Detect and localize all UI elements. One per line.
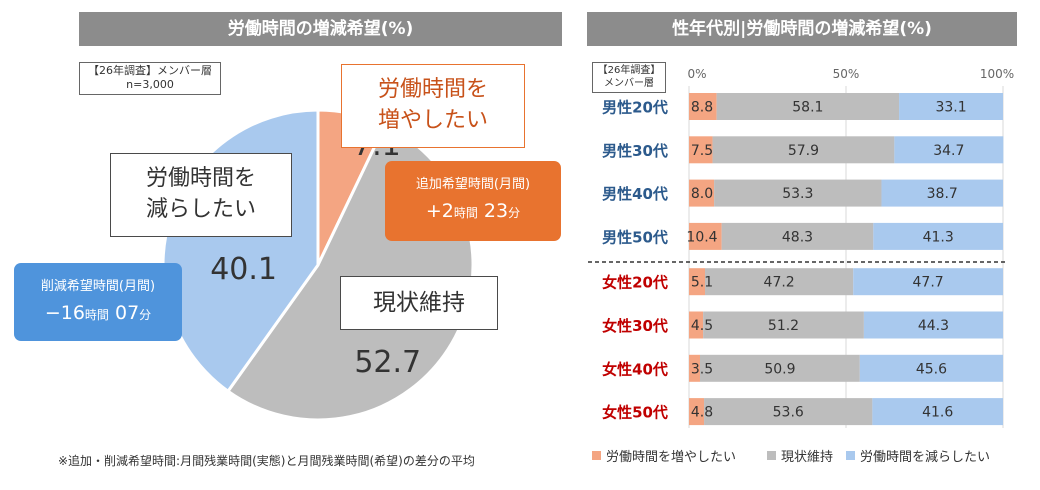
bar-segment-increase [689,354,700,382]
callout-increase-line1: 労働時間を [377,77,488,102]
pie-label-decrease: 40.1 [210,252,277,287]
bar-segment-increase [689,222,722,250]
bar-value-label: 47.7 [913,275,944,291]
bar-survey-label-line1: 【26年調査】 [597,65,661,76]
bar-value-label: 48.3 [782,229,813,245]
category-label: 女性40代 [602,360,668,378]
legend-item-increase: 労働時間を増やしたい [592,446,736,465]
bar-segment-decrease [894,136,1004,164]
bar-segment-decrease [853,268,1003,296]
callout-increase-line2: 増やしたい [377,108,488,133]
callout-increase: 労働時間を 増やしたい [341,64,525,148]
legend-swatch-increase [592,451,601,460]
bar-value-label: 53.6 [773,405,804,421]
bar-survey-label: 【26年調査】 メンバー層 [592,62,666,93]
legend-label-decrease: 労働時間を減らしたい [860,450,991,465]
bar-value-label: 58.1 [792,100,823,116]
category-label: 女性50代 [602,404,668,422]
bar-value-label: 44.3 [918,318,949,334]
bar-segment-increase [689,311,704,339]
bar-value-label: 41.3 [923,229,954,245]
survey-label-line2: n=3,000 [126,78,174,91]
additional-hours-bubble: 追加希望時間(月間) +2時間 23分 [385,161,561,241]
bar-value-label: 38.7 [927,186,958,202]
x-tick-label: 50% [833,67,860,81]
bar-segment-increase [689,93,717,120]
survey-label: 【26年調査】メンバー層 n=3,000 [79,62,221,95]
bar-value-label: 8.0 [691,186,713,202]
bar-value-label: 8.8 [691,100,713,116]
bar-segment-decrease [881,179,1003,207]
bar-segment-maintain [716,93,900,120]
legend-label-maintain: 現状維持 [781,450,834,465]
bar-value-label: 10.4 [686,229,717,245]
bar-value-label: 33.1 [935,100,966,116]
pie-label-maintain: 52.7 [354,345,421,380]
category-label: 男性30代 [602,142,668,160]
bar-value-label: 34.7 [933,143,964,159]
additional-hours-title: 追加希望時間(月間) [415,177,531,192]
reduction-hours-title: 削減希望時間(月間) [40,279,156,294]
bar-segment-increase [689,179,715,207]
legend-swatch-maintain [767,451,776,460]
callout-maintain: 現状維持 [340,276,498,330]
bar-value-label: 5.1 [691,275,713,291]
bar-segment-decrease [873,222,1003,250]
bar-segment-maintain [714,179,882,207]
bar-segment-maintain [705,268,854,296]
bar-segment-maintain [704,398,873,426]
bar-value-label: 53.3 [782,186,813,202]
pie-chart-title: 労働時間の増減希望(%) [79,12,562,46]
reduction-hours-value: −16時間 07分 [44,302,152,324]
footnote: ※追加・削減希望時間:月間残業時間(実態)と月間残業時間(希望)の差分の平均 [58,454,475,468]
reduction-hours-bubble: 削減希望時間(月間) −16時間 07分 [14,263,182,341]
survey-label-line1: 【26年調査】メンバー層 [88,64,212,77]
bar-segment-decrease [899,93,1003,120]
callout-decrease: 労働時間を 減らしたい [110,153,292,237]
legend-item-decrease: 労働時間を減らしたい [846,446,990,465]
bar-value-label: 7.5 [691,143,713,159]
bar-value-label: 47.2 [764,275,795,291]
bar-chart-title: 性年代別|労働時間の増減希望(%) [587,12,1017,46]
category-label: 男性50代 [602,228,668,246]
bar-segment-decrease [872,398,1003,426]
legend-swatch-decrease [846,451,855,460]
legend-item-maintain: 現状維持 [767,446,833,465]
bar-segment-decrease [859,354,1003,382]
bar-segment-increase [689,268,706,296]
bar-value-label: 4.5 [691,318,713,334]
callout-decrease-line1: 労働時間を [145,166,256,191]
bar-value-label: 41.6 [922,405,953,421]
bar-segment-decrease [863,311,1003,339]
bar-segment-maintain [721,222,874,250]
bar-value-label: 50.9 [764,361,795,377]
bar-segment-maintain [703,311,864,339]
bar-value-label: 45.6 [916,361,947,377]
x-tick-label: 0% [687,67,706,81]
additional-hours-value: +2時間 23分 [425,200,521,222]
legend-label-increase: 労働時間を増やしたい [606,450,737,465]
bar-segment-maintain [699,354,860,382]
bar-value-label: 3.5 [691,361,713,377]
bar-survey-label-line2: メンバー層 [604,78,654,89]
category-label: 男性20代 [602,99,668,117]
bar-segment-increase [689,398,705,426]
bar-value-label: 4.8 [691,405,713,421]
category-label: 男性40代 [602,185,668,203]
bar-segment-maintain [712,136,895,164]
bar-value-label: 51.2 [768,318,799,334]
category-label: 女性30代 [602,317,668,335]
bar-value-label: 57.9 [788,143,819,159]
x-tick-label: 100% [980,67,1014,81]
callout-decrease-line2: 減らしたい [145,197,256,222]
bar-segment-increase [689,136,713,164]
category-label: 女性20代 [602,274,668,292]
